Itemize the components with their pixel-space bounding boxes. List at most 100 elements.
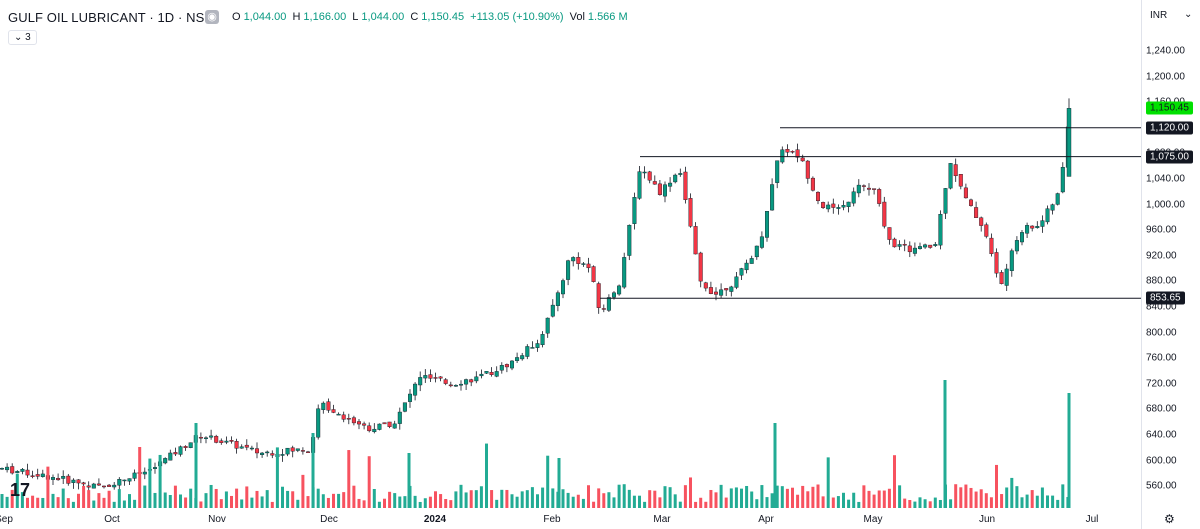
volume-bar <box>332 493 335 508</box>
eye-icon[interactable]: ◉ <box>205 10 219 24</box>
candle-body <box>734 276 739 288</box>
price-axis[interactable] <box>1141 0 1200 529</box>
candle-body <box>1025 225 1030 234</box>
candle-body <box>224 440 229 443</box>
volume-bar <box>82 485 86 508</box>
volume-value: 1.566 M <box>587 11 628 23</box>
candle-body <box>336 413 341 416</box>
volume-bar <box>653 490 657 508</box>
symbol-title[interactable]: GULF OIL LUBRICANT · 1D · NSE <box>8 10 214 25</box>
last-price-label: 1,150.45 <box>1146 101 1193 115</box>
candle-body <box>132 472 137 479</box>
volume-bar <box>316 488 320 508</box>
candle-body <box>856 184 861 194</box>
volume-bar <box>490 490 494 508</box>
volume-bar <box>857 501 861 508</box>
candle-body <box>545 317 550 334</box>
candle-body <box>591 266 596 282</box>
candle-body <box>550 304 555 317</box>
candle-body <box>805 160 810 179</box>
volume-bar <box>423 498 427 508</box>
level-label-853: 853.65 <box>1146 291 1185 305</box>
candle-body <box>1014 240 1019 252</box>
volume-bar <box>607 492 611 508</box>
candle-body <box>178 446 183 455</box>
candle-body <box>887 227 892 240</box>
candle-body <box>637 171 642 199</box>
volume-bar <box>612 497 616 508</box>
high-value: 1,166.00 <box>303 11 347 23</box>
candlestick-chart[interactable] <box>0 0 1141 529</box>
candle-body <box>566 260 571 280</box>
volume-bar <box>1061 484 1065 508</box>
low-value: 1,044.00 <box>361 11 405 23</box>
candle-body <box>525 346 530 357</box>
volume-label: Vol <box>569 11 585 23</box>
gear-icon[interactable]: ⚙ <box>1164 512 1175 526</box>
candle-body <box>928 244 933 248</box>
candle-body <box>606 297 611 311</box>
volume-bar <box>230 495 233 508</box>
candle-body <box>433 377 438 379</box>
volume-bar <box>495 499 499 508</box>
volume-bar <box>454 491 458 508</box>
volume-bar <box>337 493 341 508</box>
candle-body <box>836 207 841 209</box>
volume-bar <box>20 492 24 508</box>
volume-bar <box>102 497 106 508</box>
candle-body <box>933 244 938 246</box>
candle-body <box>316 408 321 438</box>
candle-body <box>265 451 270 454</box>
indicators-toggle-button[interactable]: ⌄ 3 <box>8 30 37 45</box>
volume-bar <box>719 484 723 508</box>
candle-body <box>112 484 117 488</box>
candle-body <box>938 214 943 246</box>
candle-body <box>295 448 300 451</box>
high-label: H <box>292 11 301 23</box>
volume-bar <box>903 498 907 508</box>
candle-body <box>96 483 101 486</box>
candle-body <box>861 185 866 187</box>
candle-body <box>953 164 958 177</box>
volume-bar <box>107 490 111 508</box>
volume-bar <box>770 493 774 508</box>
candle-body <box>397 411 402 424</box>
volume-bar <box>1046 495 1049 508</box>
candle-body <box>392 423 397 429</box>
volume-bar <box>459 484 463 508</box>
volume-bar <box>530 487 534 508</box>
volume-bar <box>372 488 376 508</box>
candle-body <box>357 421 362 425</box>
volume-bar <box>740 488 743 508</box>
volume-bar <box>750 491 754 508</box>
price-tick: 880.00 <box>1146 275 1177 287</box>
candle-body <box>581 263 586 265</box>
volume-bar <box>745 485 749 508</box>
volume-bar <box>689 477 692 508</box>
candle-body <box>270 453 275 456</box>
volume-bar <box>383 498 386 508</box>
candle-body <box>484 371 489 374</box>
price-tick: 1,200.00 <box>1146 71 1185 83</box>
tradingview-logo[interactable]: 17 <box>10 480 31 500</box>
candle-body <box>795 149 800 158</box>
candle-body <box>413 383 418 396</box>
candle-body <box>91 483 96 489</box>
chart-header: GULF OIL LUBRICANT · 1D · NSE ◉ O 1,044.0… <box>0 0 1141 48</box>
candle-body <box>948 163 953 189</box>
volume-bar <box>117 489 121 508</box>
volume-bar <box>97 493 101 508</box>
volume-bar <box>204 493 208 508</box>
candle-body <box>923 244 928 248</box>
chart-area[interactable] <box>0 0 1141 529</box>
candle-body <box>163 458 168 464</box>
currency-select[interactable]: INR <box>1150 10 1168 21</box>
volume-bar <box>0 494 4 508</box>
candle-body <box>974 207 979 218</box>
chevron-down-icon[interactable]: ⌄ <box>1184 9 1193 20</box>
candle-body <box>183 446 188 448</box>
volume-bar <box>995 464 998 508</box>
volume-bar <box>219 499 223 508</box>
volume-bar <box>546 455 550 508</box>
volume-bar <box>729 488 733 508</box>
